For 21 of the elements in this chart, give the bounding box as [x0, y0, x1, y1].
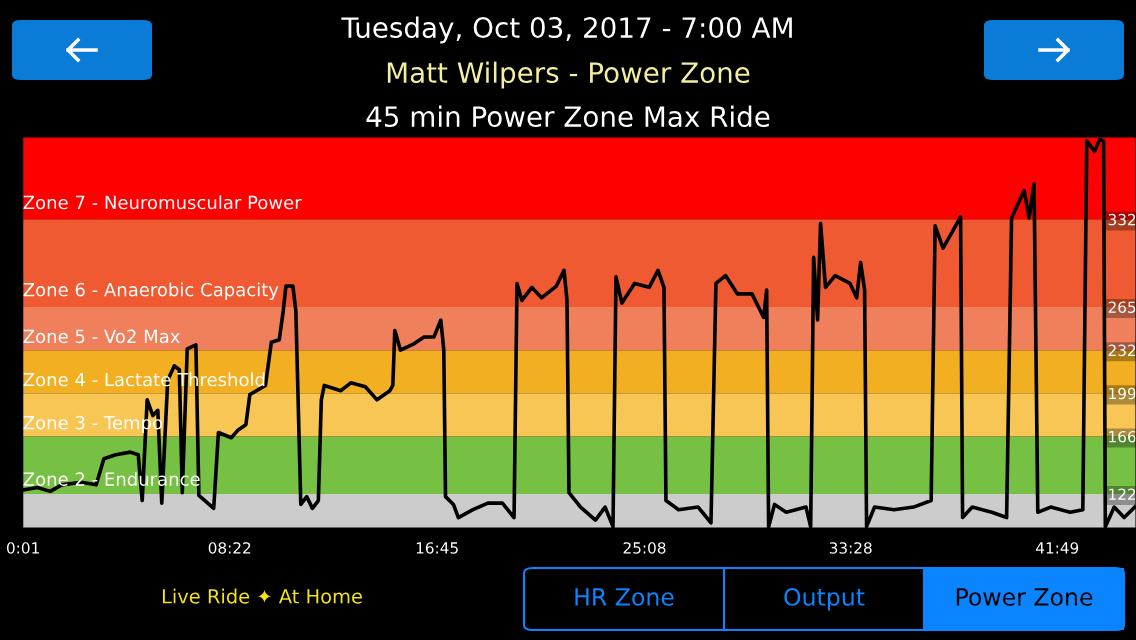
- band-label: Zone 6 - Anaerobic Capacity: [23, 282, 279, 300]
- x-tick-label: 0:01: [6, 542, 39, 554]
- x-tick-label: 41:49: [1035, 542, 1079, 554]
- band-label: Zone 5 - Vo2 Max: [23, 329, 180, 344]
- x-tick-label: 25:08: [623, 542, 666, 554]
- x-tick-label: 08:22: [208, 542, 251, 554]
- text: HR Zone: [575, 588, 674, 606]
- chart-subtitle: Matt Wilpers - Power Zone: [387, 61, 750, 89]
- x-tick-label: 33:28: [829, 542, 872, 554]
- y-tick-label: 166: [1109, 430, 1136, 443]
- chart-title: Tuesday, Oct 03, 2017 - 7:00 AM: [341, 16, 792, 44]
- y-tick-label: 199: [1109, 387, 1136, 400]
- text: 45 min Power Zone Max Ride: [366, 105, 770, 128]
- band-label: Zone 7 - Neuromuscular Power: [23, 195, 302, 210]
- text: Output: [784, 587, 865, 611]
- x-tick-label: 16:45: [416, 542, 458, 554]
- y-tick-label: 265: [1108, 301, 1136, 313]
- text: Live Ride ✦ At Home: [162, 588, 362, 604]
- y-tick-label: 332: [1108, 213, 1136, 226]
- y-tick-label: 232: [1108, 344, 1136, 357]
- text: Power Zone: [956, 588, 1093, 606]
